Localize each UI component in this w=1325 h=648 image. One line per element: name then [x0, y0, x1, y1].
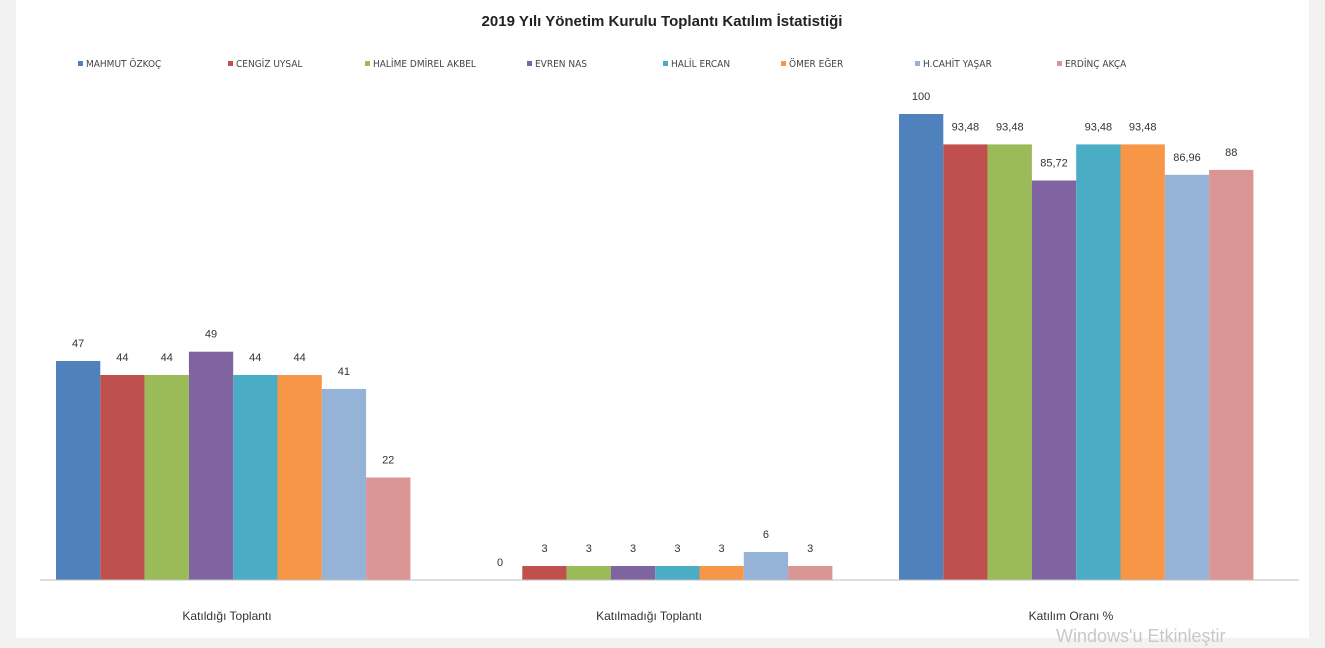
data-label: 41: [338, 366, 350, 378]
bar: [788, 566, 833, 580]
bar: [321, 388, 367, 580]
category-label: Katılmadığı Toplantı: [596, 609, 702, 623]
data-label: 44: [116, 352, 128, 364]
category-label: Katıldığı Toplantı: [182, 609, 271, 623]
chart-area: 2019 Yılı Yönetim Kurulu Toplantı Katılı…: [16, 0, 1309, 638]
data-label: 3: [674, 543, 680, 555]
legend-label: MAHMUT ÖZKOÇ: [86, 57, 161, 70]
bar: [366, 477, 411, 580]
legend-swatch: [663, 61, 668, 66]
bar: [655, 566, 700, 580]
legend-swatch: [365, 61, 370, 66]
data-label: 3: [586, 543, 592, 555]
data-label: 6: [763, 529, 769, 541]
data-label: 47: [72, 338, 84, 350]
legend-label: HALİME DMİREL AKBEL: [373, 57, 476, 70]
bar: [233, 375, 278, 580]
bar: [100, 375, 145, 580]
bar: [566, 566, 611, 580]
data-label: 100: [912, 91, 930, 103]
legend-swatch: [228, 61, 233, 66]
bar: [188, 351, 234, 580]
data-label: 22: [382, 455, 394, 467]
bar: [1164, 174, 1210, 581]
bar: [144, 375, 189, 580]
category-labels-group: Katıldığı Toplantı Katılmadığı Toplantı Ka…: [182, 609, 1113, 623]
legend-label: CENGİZ UYSAL: [236, 57, 302, 70]
legend-swatch: [1057, 61, 1062, 66]
bar: [1209, 169, 1254, 580]
data-label: 93,48: [1085, 121, 1113, 133]
data-label: 44: [249, 352, 261, 364]
data-label: 93,48: [996, 121, 1024, 133]
legend-swatch: [781, 61, 786, 66]
bar: [943, 144, 988, 580]
bar: [277, 375, 322, 580]
bar: [1076, 144, 1121, 580]
data-label: 3: [541, 543, 547, 555]
data-label: 0: [497, 557, 503, 569]
bar: [1120, 144, 1165, 580]
bar: [699, 566, 744, 580]
chart-svg: 2019 Yılı Yönetim Kurulu Toplantı Katılı…: [40, 13, 1299, 623]
data-label: 93,48: [952, 121, 980, 133]
legend-label: H.CAHİT YAŞAR: [923, 57, 992, 70]
data-label: 44: [161, 352, 173, 364]
bar: [743, 552, 789, 580]
chart-title: 2019 Yılı Yönetim Kurulu Toplantı Katılı…: [482, 13, 843, 30]
legend: MAHMUT ÖZKOÇ CENGİZ UYSAL HALİME DMİREL AK…: [78, 57, 1127, 70]
bar: [987, 144, 1032, 580]
data-label: 86,96: [1173, 152, 1201, 164]
legend-swatch: [78, 61, 83, 66]
bar: [522, 566, 567, 580]
data-label: 3: [630, 543, 636, 555]
legend-swatch: [527, 61, 532, 66]
data-label: 3: [807, 543, 813, 555]
data-label: 49: [205, 329, 217, 341]
bar: [1031, 180, 1077, 580]
data-label: 3: [719, 543, 725, 555]
data-label: 85,72: [1040, 158, 1068, 170]
legend-label: ÖMER EĞER: [789, 57, 843, 70]
data-label: 44: [293, 352, 305, 364]
bar: [56, 361, 101, 580]
windows-activation-watermark: Windows'u Etkinleştir: [1056, 626, 1226, 646]
bar: [610, 566, 656, 580]
category-label: Katılım Oranı %: [1029, 609, 1114, 623]
data-labels-group: 47 44 44 49 44 44 41 22 0 3 3 3 3 3 6 3 100 93,48 93,48 85,…: [72, 91, 1237, 569]
bars-group: [56, 114, 1254, 581]
bar: [899, 114, 944, 580]
data-label: 93,48: [1129, 121, 1157, 133]
legend-label: HALİL ERCAN: [671, 57, 730, 70]
legend-swatch: [915, 61, 920, 66]
data-label: 88: [1225, 147, 1237, 159]
legend-label: ERDİNÇ AKÇA: [1065, 57, 1127, 70]
legend-label: EVREN NAS: [535, 59, 587, 70]
